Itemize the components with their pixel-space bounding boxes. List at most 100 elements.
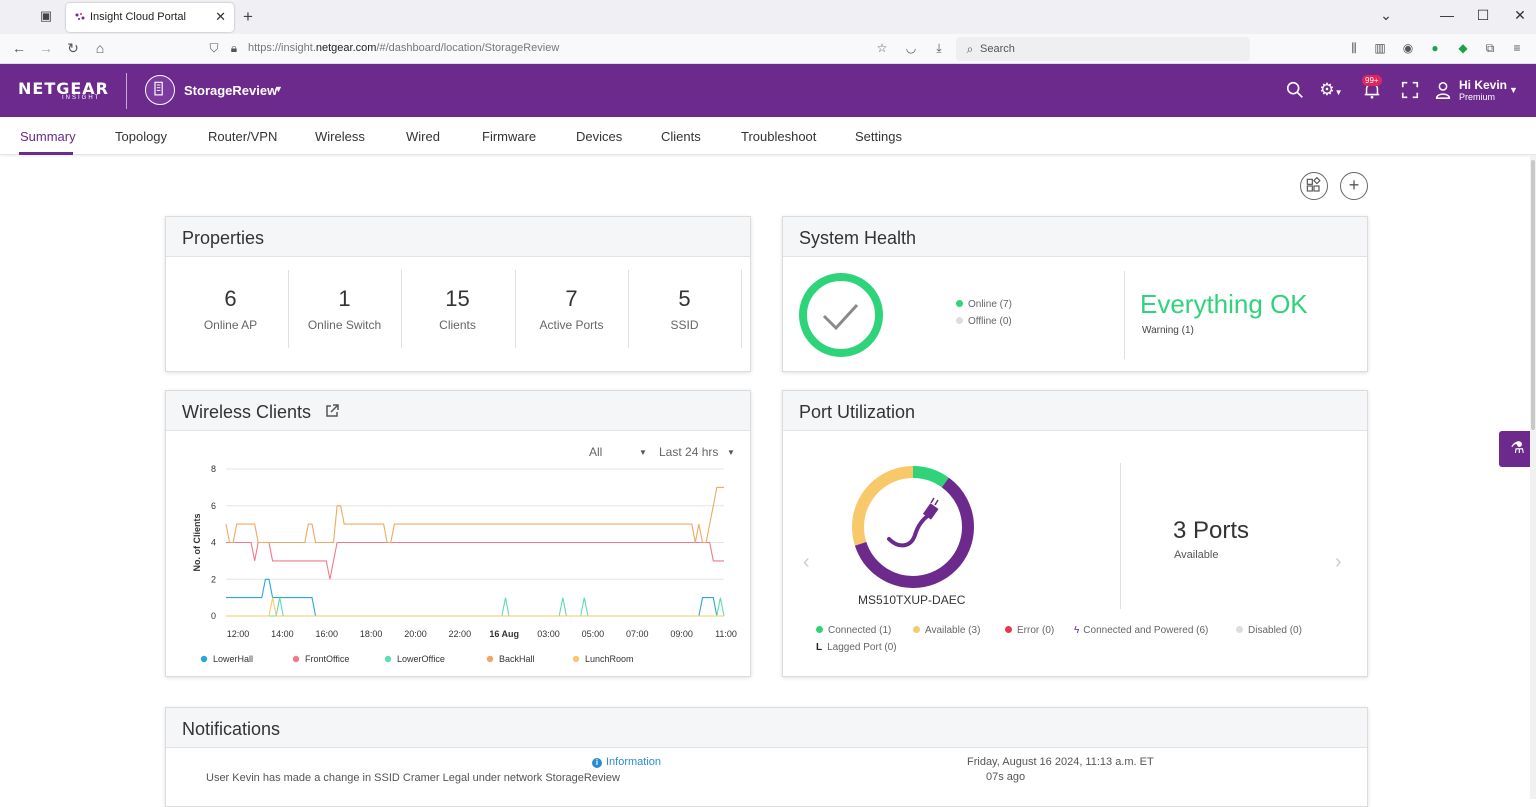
- url-bar[interactable]: ⛉ 🔒︎ https://insight.netgear.com/#/dashb…: [200, 37, 950, 61]
- chevron-down-icon[interactable]: ▼: [639, 448, 647, 457]
- tab-clients[interactable]: Clients: [661, 129, 701, 144]
- next-arrow-icon[interactable]: ›: [1335, 551, 1342, 573]
- browser-tab[interactable]: Insight Cloud Portal ✕: [66, 3, 234, 32]
- ports-status: Available: [1174, 549, 1219, 561]
- minimize-icon[interactable]: —: [1440, 7, 1454, 23]
- extension-green-icon[interactable]: ◆: [1458, 41, 1468, 55]
- download-icon[interactable]: ⤓: [936, 41, 942, 55]
- extension-bars-icon[interactable]: ▥: [1374, 41, 1386, 55]
- tab-overflow-chevron-icon[interactable]: ⌄: [1380, 7, 1392, 23]
- home-icon[interactable]: ⌂: [95, 40, 105, 56]
- bolt-icon: ϟ: [1074, 625, 1080, 636]
- offline-dot: [956, 317, 963, 324]
- location-selector[interactable]: StorageReview: [184, 83, 278, 98]
- lock-icon[interactable]: 🔒︎: [230, 41, 238, 55]
- back-icon[interactable]: ←: [12, 40, 26, 56]
- tab-router-vpn[interactable]: Router/VPN: [208, 129, 278, 144]
- search-icon[interactable]: [1284, 80, 1306, 102]
- legend-item-lunchroom: LunchRoom: [572, 654, 634, 664]
- reload-icon[interactable]: ↻: [67, 40, 79, 56]
- fullscreen-icon[interactable]: [1399, 80, 1421, 102]
- time-range-select[interactable]: Last 24 hrs: [659, 445, 719, 459]
- prop-active-ports[interactable]: 7 Active Ports: [515, 270, 628, 348]
- tab-settings[interactable]: Settings: [855, 129, 902, 144]
- series-line-lowerhall: [226, 578, 724, 617]
- external-link-icon[interactable]: [324, 403, 340, 419]
- y-tick-label: 4: [211, 538, 216, 548]
- legend-label: FrontOffice: [305, 654, 349, 664]
- prop-online-switch[interactable]: 1 Online Switch: [288, 270, 401, 348]
- location-building-icon: [145, 75, 175, 105]
- notification-message: User Kevin has made a change in SSID Cra…: [206, 772, 620, 784]
- wireless-clients-chart: 0 2 4 6 8 No. of Clients 12:00 14:00 16:00 18:00 2…: [192, 464, 737, 664]
- new-tab-icon[interactable]: +: [243, 7, 253, 26]
- user-avatar-icon[interactable]: [1432, 80, 1454, 102]
- tab-wired[interactable]: Wired: [406, 129, 440, 144]
- x-tick-label: 18:00: [360, 629, 383, 639]
- bookmark-star-icon[interactable]: ☆: [876, 41, 888, 55]
- legend-dot: [200, 655, 208, 663]
- health-warning-link[interactable]: Warning (1): [1142, 325, 1194, 336]
- prev-arrow-icon[interactable]: ‹: [803, 551, 810, 573]
- checkmark-icon: [822, 303, 859, 331]
- add-widget-button[interactable]: +: [1340, 172, 1368, 200]
- legend-dot: [292, 655, 300, 663]
- prop-divider: [515, 270, 516, 348]
- chevron-down-icon[interactable]: ▼: [727, 448, 735, 457]
- settings-gear-icon[interactable]: ⚙▼: [1319, 80, 1343, 99]
- legend-item-lowerhall: LowerHall: [200, 654, 253, 664]
- prop-online-ap[interactable]: 6 Online AP: [174, 270, 287, 348]
- library-icon[interactable]: ⫼: [1351, 41, 1357, 55]
- legend-connected: Connected (1): [816, 625, 891, 636]
- tab-wireless[interactable]: Wireless: [315, 129, 365, 144]
- x-tick-label: 05:00: [582, 629, 605, 639]
- tab-summary[interactable]: Summary: [20, 129, 76, 144]
- legend-dot: [572, 655, 580, 663]
- user-caret-icon[interactable]: ▼: [1509, 85, 1518, 95]
- forward-icon[interactable]: →: [39, 40, 53, 56]
- account-icon[interactable]: ◉: [1402, 41, 1414, 55]
- maximize-icon[interactable]: ☐: [1476, 7, 1490, 23]
- prop-ssid[interactable]: 5 SSID: [628, 270, 741, 348]
- tab-troubleshoot[interactable]: Troubleshoot: [741, 129, 817, 144]
- extensions-puzzle-icon[interactable]: ⧉: [1485, 41, 1495, 55]
- prop-clients[interactable]: 15 Clients: [401, 270, 514, 348]
- scrollbar-thumb[interactable]: [1531, 160, 1535, 430]
- user-greeting[interactable]: Hi Kevin: [1459, 78, 1508, 92]
- lagged-l-icon: L: [816, 642, 823, 653]
- labs-flask-button[interactable]: ⚗: [1499, 431, 1536, 467]
- y-axis-label: No. of Clients: [192, 514, 202, 572]
- browser-search-input[interactable]: ⌕ Search: [956, 37, 1250, 61]
- ethernet-cable-icon: [887, 497, 939, 548]
- client-filter-select[interactable]: All: [589, 445, 603, 459]
- x-tick-label: 14:00: [271, 629, 294, 639]
- prop-divider: [288, 270, 289, 348]
- tab-firmware[interactable]: Firmware: [482, 129, 537, 144]
- shield-icon[interactable]: ⛉: [209, 41, 219, 55]
- grammarly-icon[interactable]: ●: [1431, 41, 1439, 55]
- system-health-card: System Health Online (7) Offline (0) Eve…: [782, 216, 1368, 372]
- port-utilization-header: Port Utilization: [783, 391, 1367, 431]
- menu-icon[interactable]: ≡: [1513, 41, 1521, 55]
- legend-item-frontoffice: FrontOffice: [292, 654, 349, 664]
- page-scrollbar[interactable]: [1530, 155, 1536, 799]
- x-tick-label: 03:00: [537, 629, 560, 639]
- widget-layout-button[interactable]: [1300, 172, 1328, 200]
- switch-name[interactable]: MS510TXUP-DAEC: [858, 593, 966, 607]
- pocket-icon[interactable]: ◡: [905, 41, 917, 55]
- prop-divider: [741, 270, 742, 348]
- tab-devices[interactable]: Devices: [576, 129, 623, 144]
- y-tick-label: 8: [211, 464, 216, 474]
- location-caret-icon[interactable]: ▼: [274, 84, 283, 94]
- close-window-icon[interactable]: ✕: [1514, 7, 1526, 23]
- close-tab-icon[interactable]: ✕: [215, 9, 226, 24]
- tab-list-icon[interactable]: ▣: [39, 8, 53, 23]
- prop-label: Clients: [439, 318, 476, 332]
- netgear-logo[interactable]: NETGEAR: [18, 79, 109, 98]
- notifications-title: Notifications: [182, 719, 281, 739]
- legend-item-loweroffice: LowerOffice: [384, 654, 445, 664]
- tab-topology[interactable]: Topology: [115, 129, 168, 144]
- legend-connected-powered: ϟ Connected and Powered (6): [1074, 625, 1209, 636]
- health-status-text: Everything OK: [1140, 289, 1308, 319]
- legend-available: Available (3): [913, 625, 980, 636]
